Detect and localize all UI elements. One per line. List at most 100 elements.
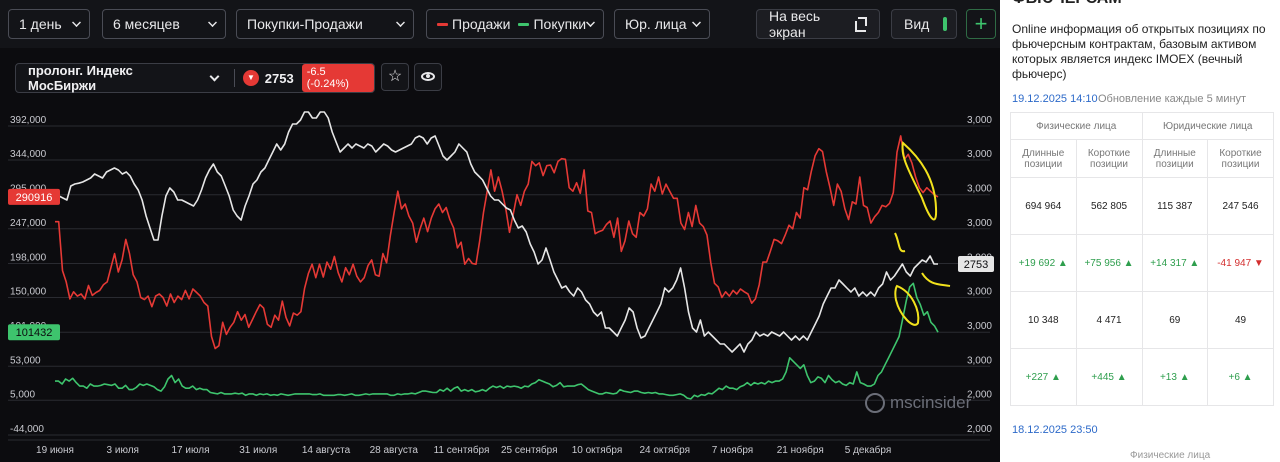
chevron-down-icon [208, 18, 217, 27]
left-axis-tick-label: -44,000 [10, 424, 44, 435]
visibility-button[interactable] [414, 63, 442, 91]
x-axis-tick-label: 21 ноября [777, 444, 824, 456]
entity-select[interactable]: Юр. лица [614, 9, 710, 39]
x-axis-tick-label: 28 августа [370, 445, 419, 456]
table-cell: +227 ▲ [1010, 348, 1077, 406]
view-toggle[interactable]: Вид [891, 9, 957, 39]
table-cell: 115 387 [1141, 177, 1209, 235]
price-last-badge [958, 256, 994, 272]
x-axis-tick-label: 19 июня [36, 445, 74, 456]
x-axis-tick-label: 24 октября [639, 444, 690, 456]
highlight-scribble-buy [894, 284, 920, 326]
symbol-select[interactable]: пролонг. Индекс МосБиржи ▼ 2753 -6.5 (-0… [15, 63, 375, 93]
table-cell: 247 546 [1207, 177, 1274, 235]
left-axis-tick-label: 5,000 [10, 389, 35, 400]
right-panel: ФЬЮЧЕРСАМ Online информация об открытых … [1000, 0, 1280, 462]
legend-sell: Продажи [437, 16, 510, 32]
watermark-logo-icon [865, 393, 885, 413]
range-select[interactable]: 6 месяцев [102, 9, 226, 39]
buy-series-line [55, 282, 939, 400]
legend-sell-label: Продажи [452, 16, 511, 32]
entity-select-label: Юр. лица [625, 16, 687, 32]
chart-panel [0, 48, 1000, 462]
table-row: 10 348 4 471 69 49 [1010, 291, 1274, 349]
table-cell: +13 ▲ [1141, 348, 1209, 406]
right-axis-tick-label: 2,000 [967, 389, 992, 400]
eye-icon [421, 72, 435, 81]
chevron-down-icon [586, 18, 595, 27]
col-header-short: Короткие позиции [1207, 139, 1274, 178]
mode-select-label: Покупки-Продажи [247, 16, 363, 32]
table-cell: +19 692 ▲ [1010, 234, 1077, 292]
left-axis-tick-label: 247,000 [10, 218, 47, 229]
table-cell: 10 348 [1010, 291, 1077, 349]
highlight-scribble-price [921, 272, 951, 287]
partial-header: Физические лица [1130, 450, 1211, 461]
annotation-layer [894, 141, 951, 326]
add-button[interactable]: + [966, 9, 996, 39]
watermark-text: mscinsider [890, 393, 972, 412]
table-cell: 49 [1207, 291, 1274, 349]
table-cell: 694 964 [1010, 177, 1077, 235]
right-axis-tick-label: 3,000 [967, 184, 992, 195]
green-line-icon [518, 22, 530, 26]
highlight-scribble-mark [894, 232, 906, 253]
x-axis-tick-label: 11 сентября [434, 444, 490, 456]
table-row: 694 964 562 805 115 387 247 546 [1010, 177, 1274, 235]
arrow-down-icon: ▼ [243, 70, 259, 86]
x-axis: 19 июня 3 июля 17 июля 31 июля 14 августа 28 … [8, 439, 990, 456]
panel-title: ФЬЮЧЕРСАМ [1012, 0, 1122, 8]
checkbox-icon[interactable] [943, 17, 948, 31]
last-value-labels: 290916 101432 2753 [8, 188, 994, 341]
sell-last-badge [8, 188, 60, 205]
right-axis: 3,0003,0003,0003,0003,0003,0003,0003,000… [967, 115, 992, 435]
toolbar: 1 день 6 месяцев Покупки-Продажи Продажи… [0, 0, 1000, 48]
period-select-label: 1 день [19, 16, 62, 32]
table-cell: 4 471 [1075, 291, 1143, 349]
group-header-phys: Физические лица [1010, 112, 1143, 140]
group-header-legal: Юридические лица [1141, 112, 1274, 140]
series-layer [55, 111, 939, 400]
series-select[interactable]: Продажи Покупки [426, 9, 604, 39]
positions-table: Физические лица Юридические лица Длинные… [1010, 112, 1274, 406]
right-axis-tick-label: 3,000 [967, 321, 992, 332]
right-axis-tick-label: 2,000 [967, 424, 992, 435]
table-cell: -41 947 ▼ [1207, 234, 1274, 292]
table-cell: +75 956 ▲ [1075, 234, 1143, 292]
left-axis-tick-label: 392,000 [10, 115, 47, 126]
col-header-long: Длинные позиции [1010, 139, 1077, 178]
sell-last-label: 290916 [16, 192, 53, 204]
legend-buy: Покупки [518, 16, 586, 32]
table-row: +19 692 ▲ +75 956 ▲ +14 317 ▲ -41 947 ▼ [1010, 234, 1274, 292]
table-row: +227 ▲ +445 ▲ +13 ▲ +6 ▲ [1010, 348, 1274, 406]
table-cell: +6 ▲ [1207, 348, 1274, 406]
chevron-down-icon [72, 18, 81, 27]
star-icon: ☆ [387, 68, 403, 85]
mode-select[interactable]: Покупки-Продажи [236, 9, 414, 39]
chevron-down-icon [209, 71, 220, 81]
panel-description: Online информация об открытых позициях п… [1012, 22, 1266, 81]
favorite-button[interactable]: ☆ [381, 63, 409, 91]
left-axis-tick-label: 53,000 [10, 355, 41, 366]
chevron-down-icon [396, 18, 405, 27]
col-header-long: Длинные позиции [1141, 139, 1209, 178]
chart-overlay: пролонг. Индекс МосБиржи ▼ 2753 -6.5 (-0… [0, 48, 1000, 462]
update-timestamp: 19.12.2025 14:10 [1012, 93, 1098, 105]
chart: 392,000344,000295,000247,000198,000150,0… [8, 111, 994, 456]
fullscreen-label: На весь экран [769, 8, 821, 40]
view-label: Вид [904, 16, 930, 32]
fullscreen-button[interactable]: На весь экран [756, 8, 880, 40]
buy-last-label: 101432 [16, 327, 53, 339]
x-axis-tick-label: 14 августа [302, 445, 351, 456]
red-line-icon [437, 22, 448, 26]
period-select[interactable]: 1 день [8, 9, 90, 39]
buy-last-badge [8, 324, 60, 341]
x-axis-tick-label: 5 декабря [845, 444, 891, 456]
table-cell: 562 805 [1075, 177, 1143, 235]
legend-buy-label: Покупки [533, 16, 587, 32]
x-axis-tick-label: 3 июля [107, 445, 139, 456]
update-note: Обновление каждые 5 минут [1098, 93, 1247, 105]
left-axis-tick-label: 198,000 [10, 252, 47, 263]
col-header-short: Короткие позиции [1075, 139, 1143, 178]
